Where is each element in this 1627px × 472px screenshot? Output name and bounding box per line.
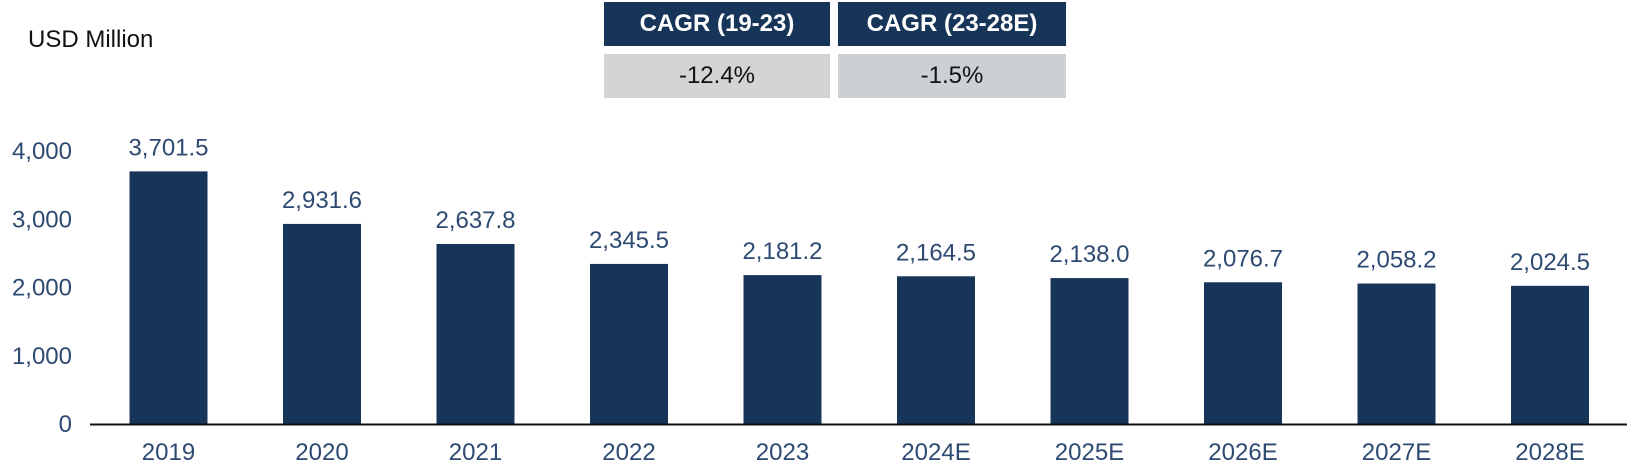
data-label: 2,181.2 [742,238,822,265]
bar-2022 [590,263,668,424]
x-tick-label: 2028E [1515,439,1584,466]
y-tick-label: 3,000 [12,206,72,233]
data-label: 2,345.5 [589,227,669,254]
x-tick-label: 2026E [1208,439,1277,466]
data-label: 2,637.8 [435,207,515,234]
bar-2027E [1357,283,1436,424]
data-label: 2,164.5 [896,239,976,266]
x-tick-label: 2019 [142,439,195,466]
cagr-value-2023-2028e: -1.5% [838,54,1066,98]
x-tick-label: 2020 [295,439,348,466]
x-tick-label: 2025E [1055,439,1124,466]
x-tick-label: 2023 [756,439,809,466]
data-label: 2,931.6 [282,187,362,214]
bar-2025E [1050,278,1129,424]
unit-label: USD Million [28,26,154,53]
x-tick-label: 2024E [901,439,970,466]
bar-2019 [129,171,208,424]
bar-2024E [897,276,975,424]
cagr-value-2019-2023: -12.4% [604,54,830,98]
data-label: 2,058.2 [1356,247,1436,274]
data-label: 3,701.5 [128,134,208,161]
bar-2028E [1511,285,1589,424]
bar-2021 [436,243,515,424]
bar-2023 [743,275,822,424]
data-label: 2,024.5 [1510,249,1590,276]
data-label: 2,076.7 [1203,245,1283,272]
y-tick-label: 2,000 [12,275,72,302]
x-tick-label: 2027E [1362,439,1431,466]
cagr-header-2023-2028e: CAGR (23-28E) [838,2,1066,46]
y-tick-label: 0 [59,411,72,438]
x-tick-label: 2021 [449,439,502,466]
y-tick-label: 1,000 [12,343,72,370]
y-tick-label: 4,000 [12,138,72,165]
bar-2020 [283,223,361,424]
cagr-header-2019-2023: CAGR (19-23) [604,2,830,46]
bar-2026E [1204,282,1282,424]
data-label: 2,138.0 [1049,241,1129,268]
x-tick-label: 2022 [602,439,655,466]
